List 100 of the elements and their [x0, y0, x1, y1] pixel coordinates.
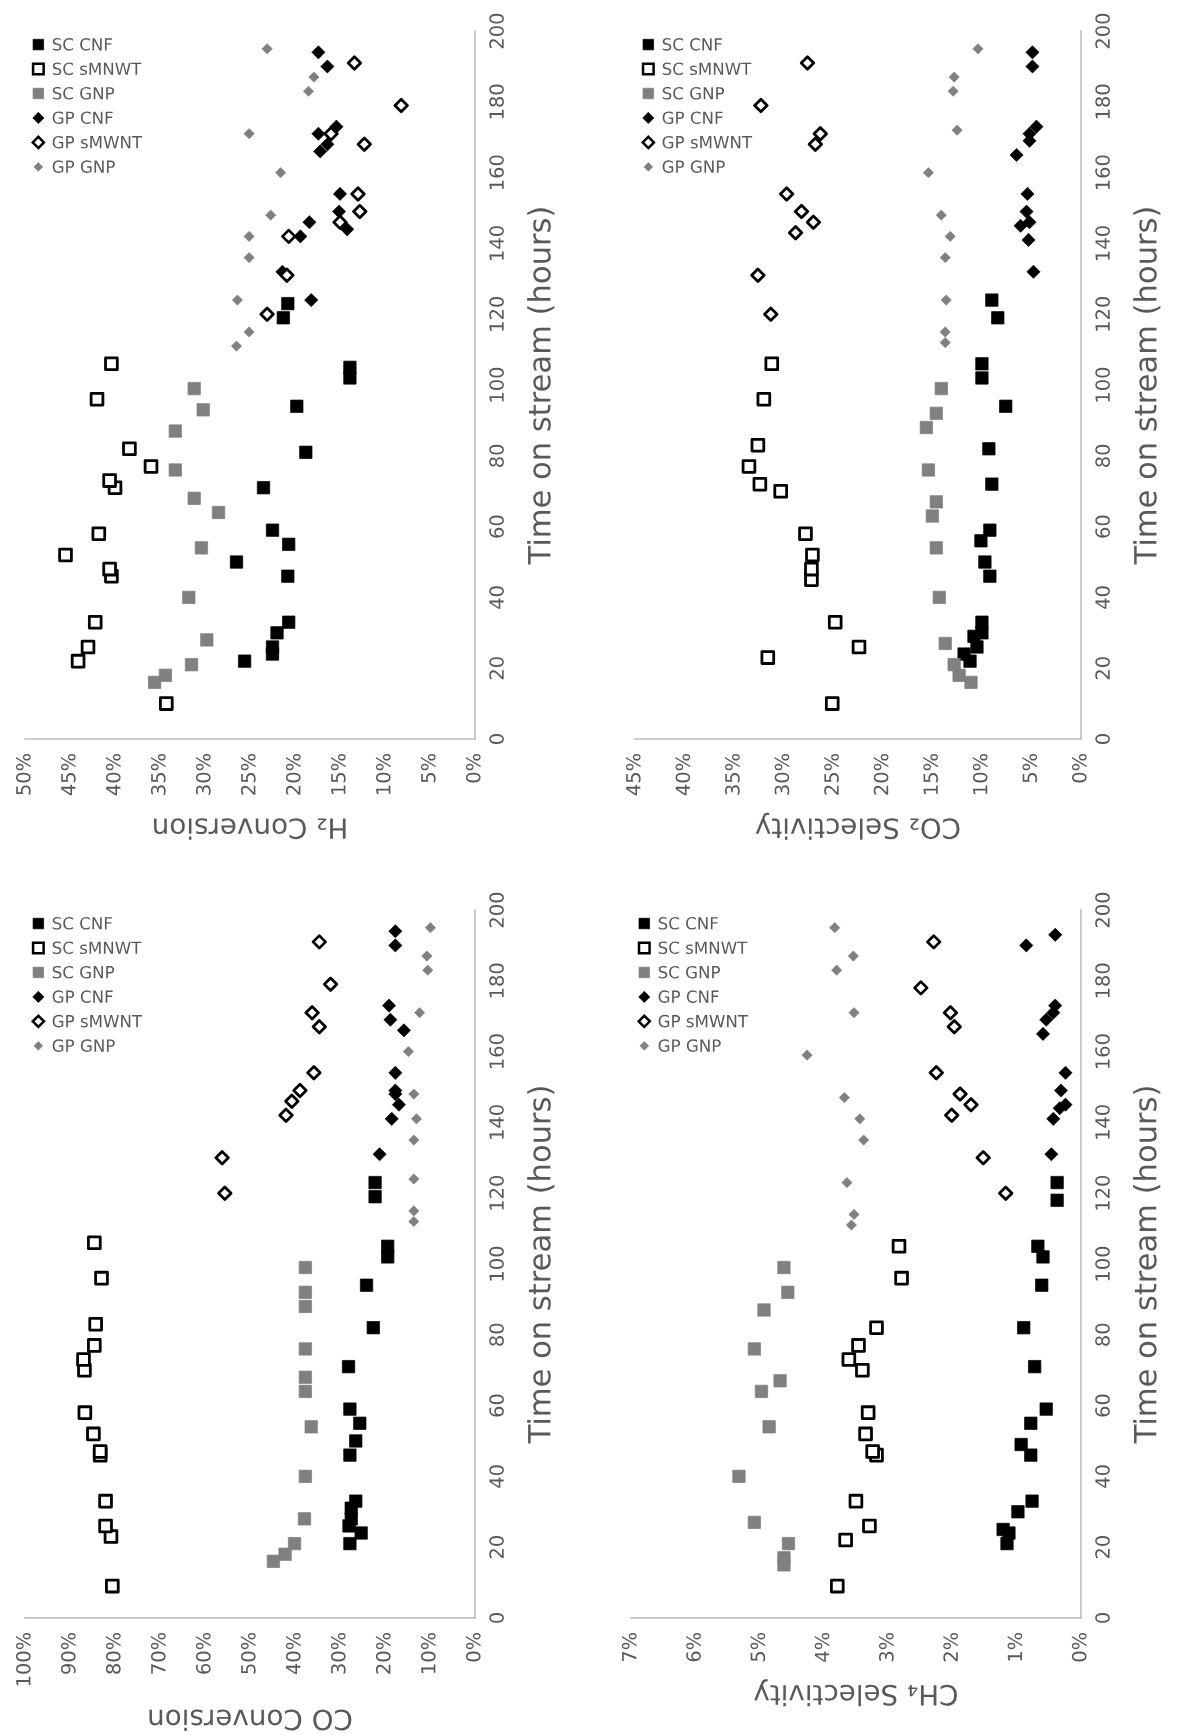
point [89, 391, 105, 407]
y-tick-label: 60 [489, 1394, 504, 1417]
point [753, 97, 769, 114]
y-tick-label: 40 [489, 1465, 504, 1488]
point [851, 1338, 866, 1353]
x-tick-label: 6% [686, 1632, 701, 1662]
point [306, 1065, 322, 1081]
point [87, 1338, 102, 1353]
x-tick-label: 90% [60, 1632, 76, 1674]
point [805, 214, 822, 230]
y-tick-label: 0 [1095, 1613, 1110, 1623]
point [946, 1019, 962, 1035]
y-tick-label: 40 [1095, 586, 1110, 609]
y-tick-label: 80 [489, 1323, 504, 1346]
point [750, 267, 766, 283]
point [350, 186, 366, 202]
x-tick-label: 45% [60, 753, 76, 796]
y-tick-label: 60 [489, 515, 504, 538]
point [942, 1005, 959, 1021]
point [869, 1320, 884, 1335]
legend-label: SC CNF [662, 38, 722, 51]
point [858, 1426, 873, 1442]
point [764, 356, 780, 372]
x-tick-label: 15% [330, 753, 346, 794]
point [86, 1426, 101, 1442]
y-tick-label: 40 [1095, 1465, 1110, 1488]
x-tick-label: 25% [824, 753, 839, 795]
point [804, 561, 819, 577]
point [98, 1493, 113, 1509]
x-tick-label: 70% [150, 1632, 166, 1674]
y-tick-label: 100 [489, 367, 504, 402]
point [278, 1107, 294, 1123]
point [94, 1270, 109, 1286]
point [88, 1316, 103, 1332]
legend-label: SC GNP [662, 86, 725, 100]
legend-label: SC GNP [52, 965, 115, 979]
point [841, 1352, 857, 1367]
point [848, 1493, 864, 1509]
y-tick-label: 200 [489, 892, 504, 928]
y-axis-title: Time on stream (hours) [527, 1087, 555, 1444]
point [998, 1185, 1014, 1201]
point [77, 1405, 93, 1420]
x-tick-label: 40% [285, 1632, 301, 1675]
y-tick-label: 0 [489, 734, 504, 744]
legend-label: SC GNP [52, 86, 115, 100]
point [352, 203, 368, 220]
x-tick-label: 30% [195, 753, 211, 795]
x-tick-label: 0% [1071, 753, 1087, 783]
x-tick-label: 2% [943, 1632, 958, 1662]
x-tick-label: 35% [150, 753, 166, 795]
x-tick-label: 25% [240, 753, 256, 795]
x-tick-label: 50% [15, 753, 31, 795]
x-tick-label: 40% [675, 753, 691, 796]
point [824, 696, 840, 711]
point [382, 998, 396, 1013]
y-tick-label: 80 [1095, 1323, 1110, 1346]
y-tick-label: 180 [489, 963, 504, 998]
point [952, 1086, 968, 1102]
point [98, 1518, 113, 1534]
point [122, 441, 137, 457]
y-tick-label: 180 [1095, 84, 1110, 119]
point [92, 1444, 108, 1459]
x-tick-label: 35% [725, 753, 740, 795]
legend-label: SC GNP [658, 965, 720, 979]
point [752, 476, 768, 492]
point [963, 1097, 979, 1113]
point [284, 1093, 300, 1109]
y-tick-label: 120 [1095, 296, 1110, 331]
legend-label: GP sMWNT [662, 135, 753, 149]
y-tick-label: 200 [1095, 892, 1110, 928]
x-tick-label: 100% [15, 1632, 31, 1686]
x-tick-label: 0% [465, 753, 481, 783]
point [58, 547, 73, 563]
x-tick-label: 10% [972, 753, 988, 794]
y-tick-label: 0 [1095, 734, 1110, 744]
point [346, 55, 363, 71]
legend-label: SC CNF [658, 916, 718, 930]
x-tick-label: 10% [420, 1632, 436, 1673]
x-tick-label: 30% [330, 1632, 346, 1674]
legend-label: GP sMWNT [658, 1014, 749, 1028]
y-tick-label: 120 [1095, 1175, 1110, 1210]
legend-label: GP CNF [658, 990, 719, 1003]
y-tick-label: 140 [1095, 226, 1110, 260]
point [102, 561, 117, 577]
x-axis-title: CO₂ Selectivity [755, 812, 960, 840]
y-tick-label: 60 [1095, 1394, 1110, 1417]
x-tick-label: 15% [923, 753, 938, 794]
point [805, 547, 820, 563]
x-axis-title: H₂ Conversion [154, 818, 346, 840]
x-tick-label: 7% [621, 1632, 637, 1662]
point [259, 306, 275, 322]
x-tick-label: 50% [240, 1632, 256, 1674]
y-tick-label: 160 [1095, 155, 1110, 190]
point [87, 614, 103, 630]
x-tick-label: 4% [814, 1632, 830, 1662]
x-tick-label: 10% [375, 753, 391, 794]
y-tick-label: 140 [489, 226, 504, 260]
point [311, 934, 327, 950]
point [292, 1082, 308, 1099]
point [393, 97, 409, 114]
